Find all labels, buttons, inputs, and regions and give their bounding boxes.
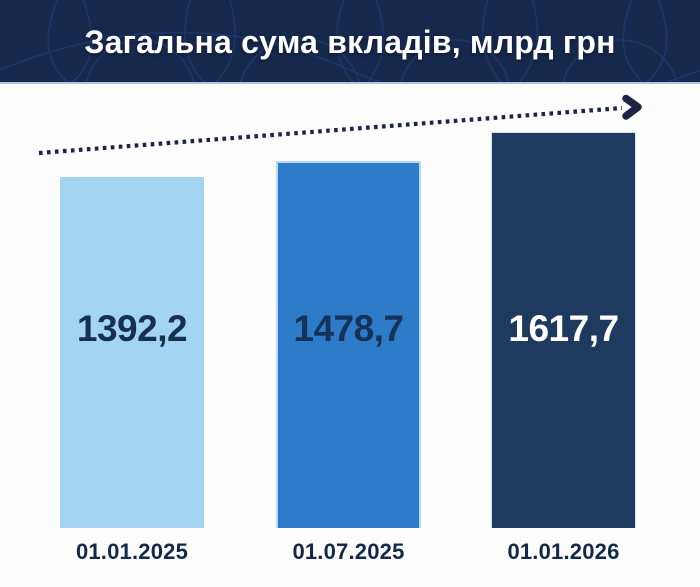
category-label: 01.01.2026 bbox=[507, 539, 620, 564]
header-droplet-pattern bbox=[0, 0, 700, 82]
bar-01-01-2026 bbox=[491, 132, 636, 528]
bar-01-07-2025 bbox=[276, 161, 421, 528]
category-label: 01.01.2025 bbox=[75, 539, 189, 564]
header-band: Загальна сума вкладів, млрд грн bbox=[0, 0, 700, 84]
bar-01-01-2025 bbox=[60, 177, 204, 528]
chart-title: Загальна сума вкладів, млрд грн bbox=[84, 23, 616, 60]
bar-value-label: 1617,7 bbox=[508, 308, 619, 349]
category-label: 01.07.2025 bbox=[292, 539, 405, 564]
bar-value-label: 1392,2 bbox=[76, 308, 188, 349]
bar-value-label: 1478,7 bbox=[293, 308, 404, 349]
